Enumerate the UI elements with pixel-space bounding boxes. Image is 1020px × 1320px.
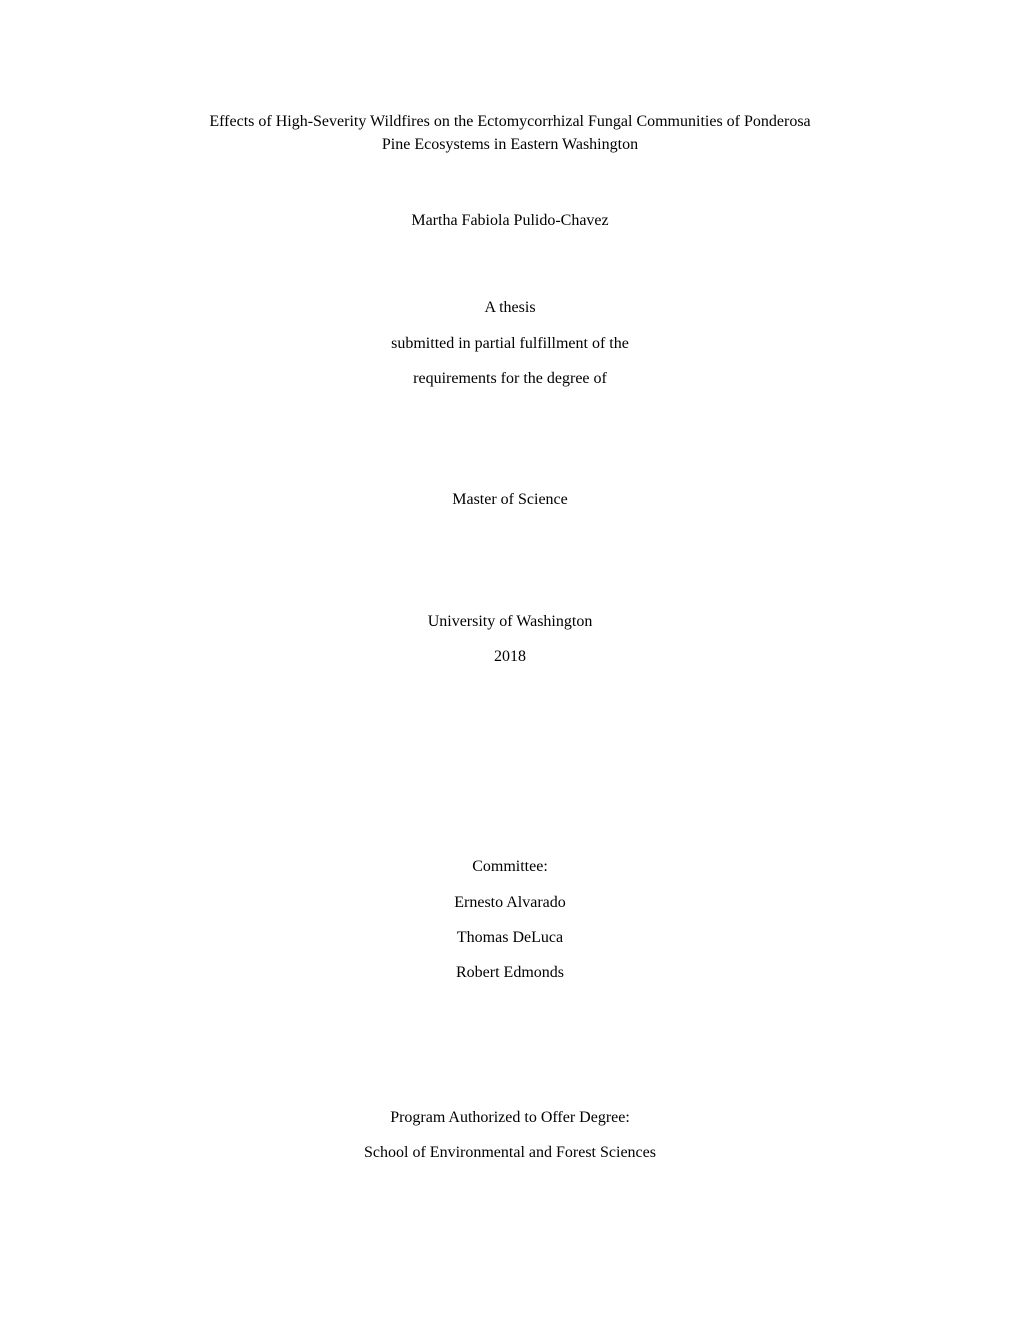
thesis-line-1: A thesis <box>120 290 900 325</box>
university-name: University of Washington <box>120 604 900 639</box>
thesis-title: Effects of High-Severity Wildfires on th… <box>120 110 900 156</box>
thesis-statement: A thesis submitted in partial fulfillmen… <box>120 290 900 396</box>
title-line-1: Effects of High-Severity Wildfires on th… <box>209 113 810 130</box>
program-heading: Program Authorized to Offer Degree: <box>120 1100 900 1135</box>
university-year: 2018 <box>120 639 900 674</box>
university-block: University of Washington 2018 <box>120 604 900 674</box>
committee-member: Ernesto Alvarado <box>120 885 900 920</box>
thesis-line-3: requirements for the degree of <box>120 361 900 396</box>
program-school: School of Environmental and Forest Scien… <box>120 1135 900 1170</box>
thesis-line-2: submitted in partial fulfillment of the <box>120 326 900 361</box>
committee-block: Committee: Ernesto Alvarado Thomas DeLuc… <box>120 849 900 990</box>
committee-heading: Committee: <box>120 849 900 884</box>
committee-member: Robert Edmonds <box>120 955 900 990</box>
committee-member: Thomas DeLuca <box>120 920 900 955</box>
program-block: Program Authorized to Offer Degree: Scho… <box>120 1100 900 1170</box>
title-line-2: Pine Ecosystems in Eastern Washington <box>382 136 638 153</box>
degree-name: Master of Science <box>120 491 900 509</box>
author-name: Martha Fabiola Pulido-Chavez <box>120 212 900 230</box>
